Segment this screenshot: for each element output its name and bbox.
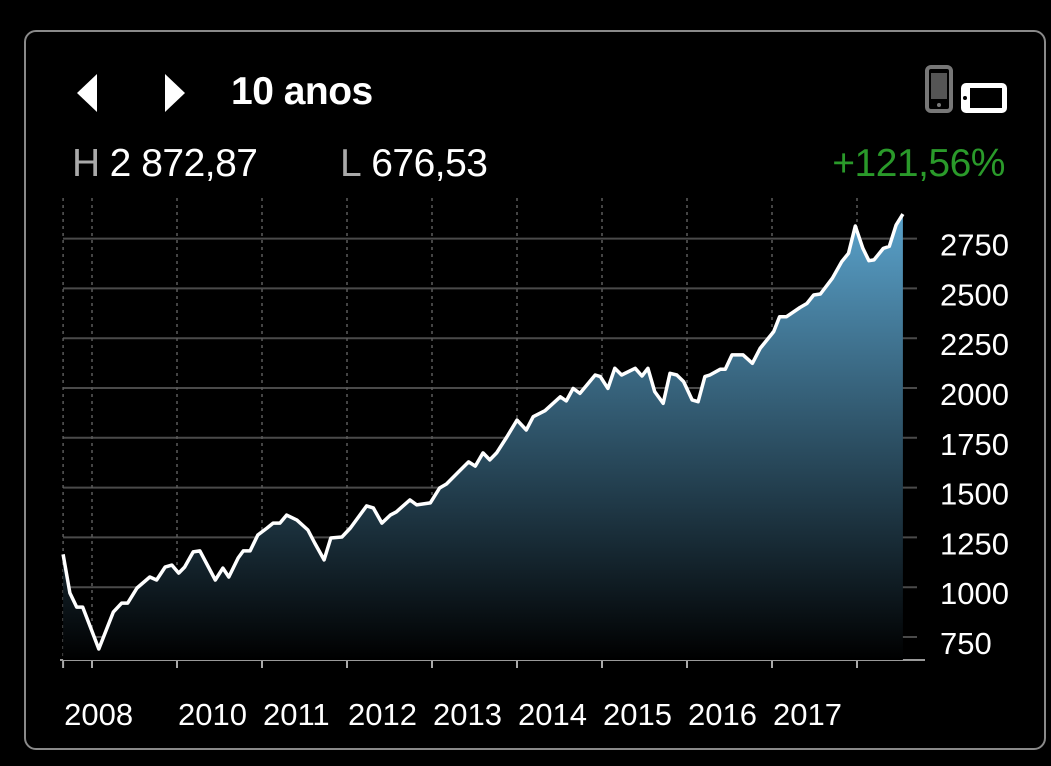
y-tick-label: 2250: [940, 327, 1009, 362]
series-area-fill: [63, 214, 903, 660]
period-title: 10 anos: [231, 70, 373, 113]
high-value: 2 872,87: [109, 142, 258, 185]
x-tick-label: 2015: [603, 697, 672, 732]
low-value: 676,53: [371, 142, 488, 185]
y-tick-label: 750: [940, 626, 992, 661]
low-stat: L 676,53: [340, 142, 488, 186]
x-tick-label: 2011: [263, 697, 330, 732]
x-tick-label: 2008: [64, 697, 133, 732]
y-tick-label: 2500: [940, 277, 1009, 312]
y-tick-label: 2750: [940, 228, 1009, 263]
x-tick-label: 2012: [348, 697, 417, 732]
x-tick-label: 2016: [688, 697, 757, 732]
change-percent: +121,56%: [832, 142, 1005, 185]
y-tick-label: 1500: [940, 477, 1009, 512]
y-tick-label: 1000: [940, 576, 1009, 611]
x-tick-label: 2013: [433, 697, 502, 732]
y-tick-label: 1250: [940, 526, 1009, 561]
high-key: H: [72, 142, 100, 185]
chart-panel: [24, 30, 1046, 750]
phone-landscape-toggle-icon[interactable]: [925, 65, 1010, 115]
x-tick-label: 2017: [773, 697, 842, 732]
previous-period-button[interactable]: [77, 74, 97, 112]
x-tick-label: 2010: [178, 697, 247, 732]
y-tick-label: 2000: [940, 377, 1009, 412]
y-tick-label: 1750: [940, 427, 1009, 462]
low-key: L: [340, 142, 362, 185]
next-period-button[interactable]: [165, 74, 185, 112]
x-tick-label: 2014: [518, 697, 587, 732]
